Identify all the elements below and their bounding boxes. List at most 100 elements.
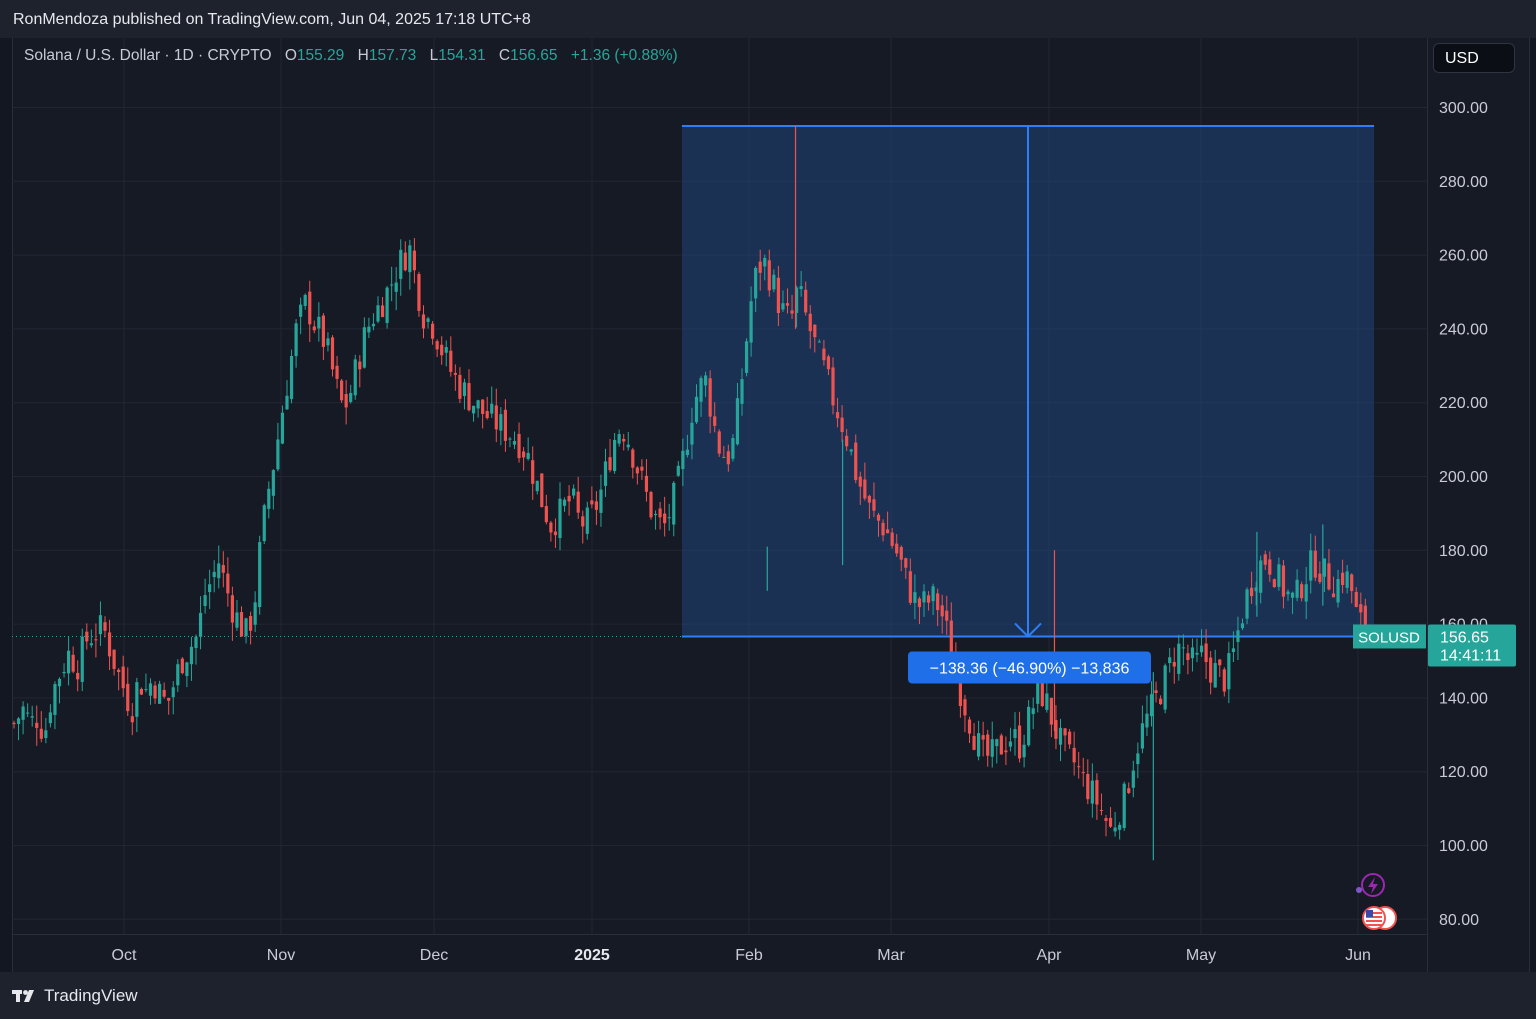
candle-body (758, 261, 762, 273)
candle-body (567, 495, 571, 502)
footer-bar (0, 972, 1536, 1019)
candle-body (535, 480, 539, 492)
candle-body (881, 522, 885, 536)
candle-body (1363, 605, 1367, 636)
candle-body (667, 517, 671, 519)
candle-body (672, 482, 676, 525)
open-label: O (284, 47, 297, 64)
candle-body (763, 258, 767, 267)
candle-body (303, 294, 307, 306)
candle-body (1095, 780, 1099, 805)
candle-body (349, 392, 353, 403)
candle-body (340, 380, 344, 401)
candle-body (1268, 559, 1272, 575)
candle-body (1058, 727, 1063, 745)
candle-body (1209, 657, 1213, 683)
candle-body (1036, 682, 1040, 704)
candle-body (917, 598, 922, 608)
candle-body (995, 739, 999, 747)
candle-body (999, 735, 1003, 755)
candle-body (722, 456, 726, 458)
candle-body (1199, 645, 1204, 653)
candle-body (603, 461, 608, 486)
candle-body (380, 305, 385, 318)
candle-body (1222, 669, 1226, 692)
candle-body (644, 475, 649, 492)
candle-body (1040, 680, 1044, 707)
candle-body (408, 245, 412, 273)
candle-body (162, 689, 166, 697)
candle-body (854, 442, 858, 480)
candle-body (1272, 579, 1276, 588)
candle-body (553, 531, 558, 536)
candle-body (653, 513, 658, 516)
publish-bar: RonMendoza published on TradingView.com,… (0, 0, 1536, 38)
candle-body (85, 631, 89, 642)
candle-body (845, 435, 849, 447)
candle-body (531, 460, 535, 484)
candle-body (317, 316, 321, 329)
candle-body (749, 301, 753, 343)
candle-body (412, 250, 416, 271)
candle-body (76, 672, 80, 680)
candle-body (1350, 574, 1354, 592)
candle-body (421, 314, 426, 329)
candle-body (785, 303, 790, 306)
currency-button[interactable]: USD (1433, 43, 1515, 73)
candle-body (658, 508, 662, 518)
candle-body (48, 712, 52, 724)
candle-body (371, 323, 376, 327)
candle-body (663, 513, 667, 524)
candle-body (103, 622, 107, 631)
candle-body (958, 673, 962, 707)
lightning-event-icon (1356, 873, 1385, 897)
candle-body (549, 522, 553, 533)
candle-body (1013, 729, 1017, 738)
chart-frame[interactable] (12, 38, 1530, 972)
candle-body (399, 249, 403, 279)
candle-body (981, 735, 985, 740)
candle-body (872, 499, 876, 511)
candle-body (198, 612, 203, 637)
candle-body (440, 344, 444, 356)
candle-body (904, 558, 908, 568)
candle-body (344, 394, 348, 408)
y-tick-label: 280.00 (1439, 174, 1488, 191)
candle-body (1286, 591, 1290, 595)
candle-body (435, 341, 439, 350)
candle-body (126, 683, 130, 712)
open-value: 155.29 (296, 47, 345, 64)
candle-body (572, 488, 576, 496)
candle-body (544, 506, 548, 523)
candle-body (1245, 589, 1249, 619)
lightning-bolt (1368, 877, 1378, 894)
candle-body (180, 658, 184, 674)
y-tick-label: 80.00 (1439, 912, 1479, 929)
candle-body (562, 499, 567, 506)
candle-body (135, 682, 139, 717)
candle-body (585, 507, 589, 534)
candle-body (1031, 708, 1035, 715)
candle-body (754, 267, 758, 299)
tradingview-logo[interactable]: TradingView (12, 986, 138, 1006)
high-value: 157.73 (368, 47, 417, 64)
x-tick-label: 2025 (574, 947, 610, 964)
sparkle-dot (1356, 887, 1362, 893)
candle-body (485, 411, 489, 419)
candle-body (1295, 579, 1299, 598)
candle-body (503, 409, 507, 441)
candle-body (144, 689, 148, 691)
candle-body (194, 636, 198, 648)
candle-body (1331, 593, 1336, 598)
candle-body (467, 383, 471, 411)
symbol-title: Solana / U.S. Dollar · 1D · CRYPTO (24, 47, 272, 64)
candle-body (1108, 817, 1113, 827)
candle-body (685, 449, 689, 456)
candle-body (107, 632, 112, 657)
candle-body (767, 260, 771, 291)
candle-body (1068, 731, 1072, 745)
candle-body (1159, 698, 1163, 705)
candle-body (508, 438, 512, 440)
candle-body (1136, 753, 1140, 765)
